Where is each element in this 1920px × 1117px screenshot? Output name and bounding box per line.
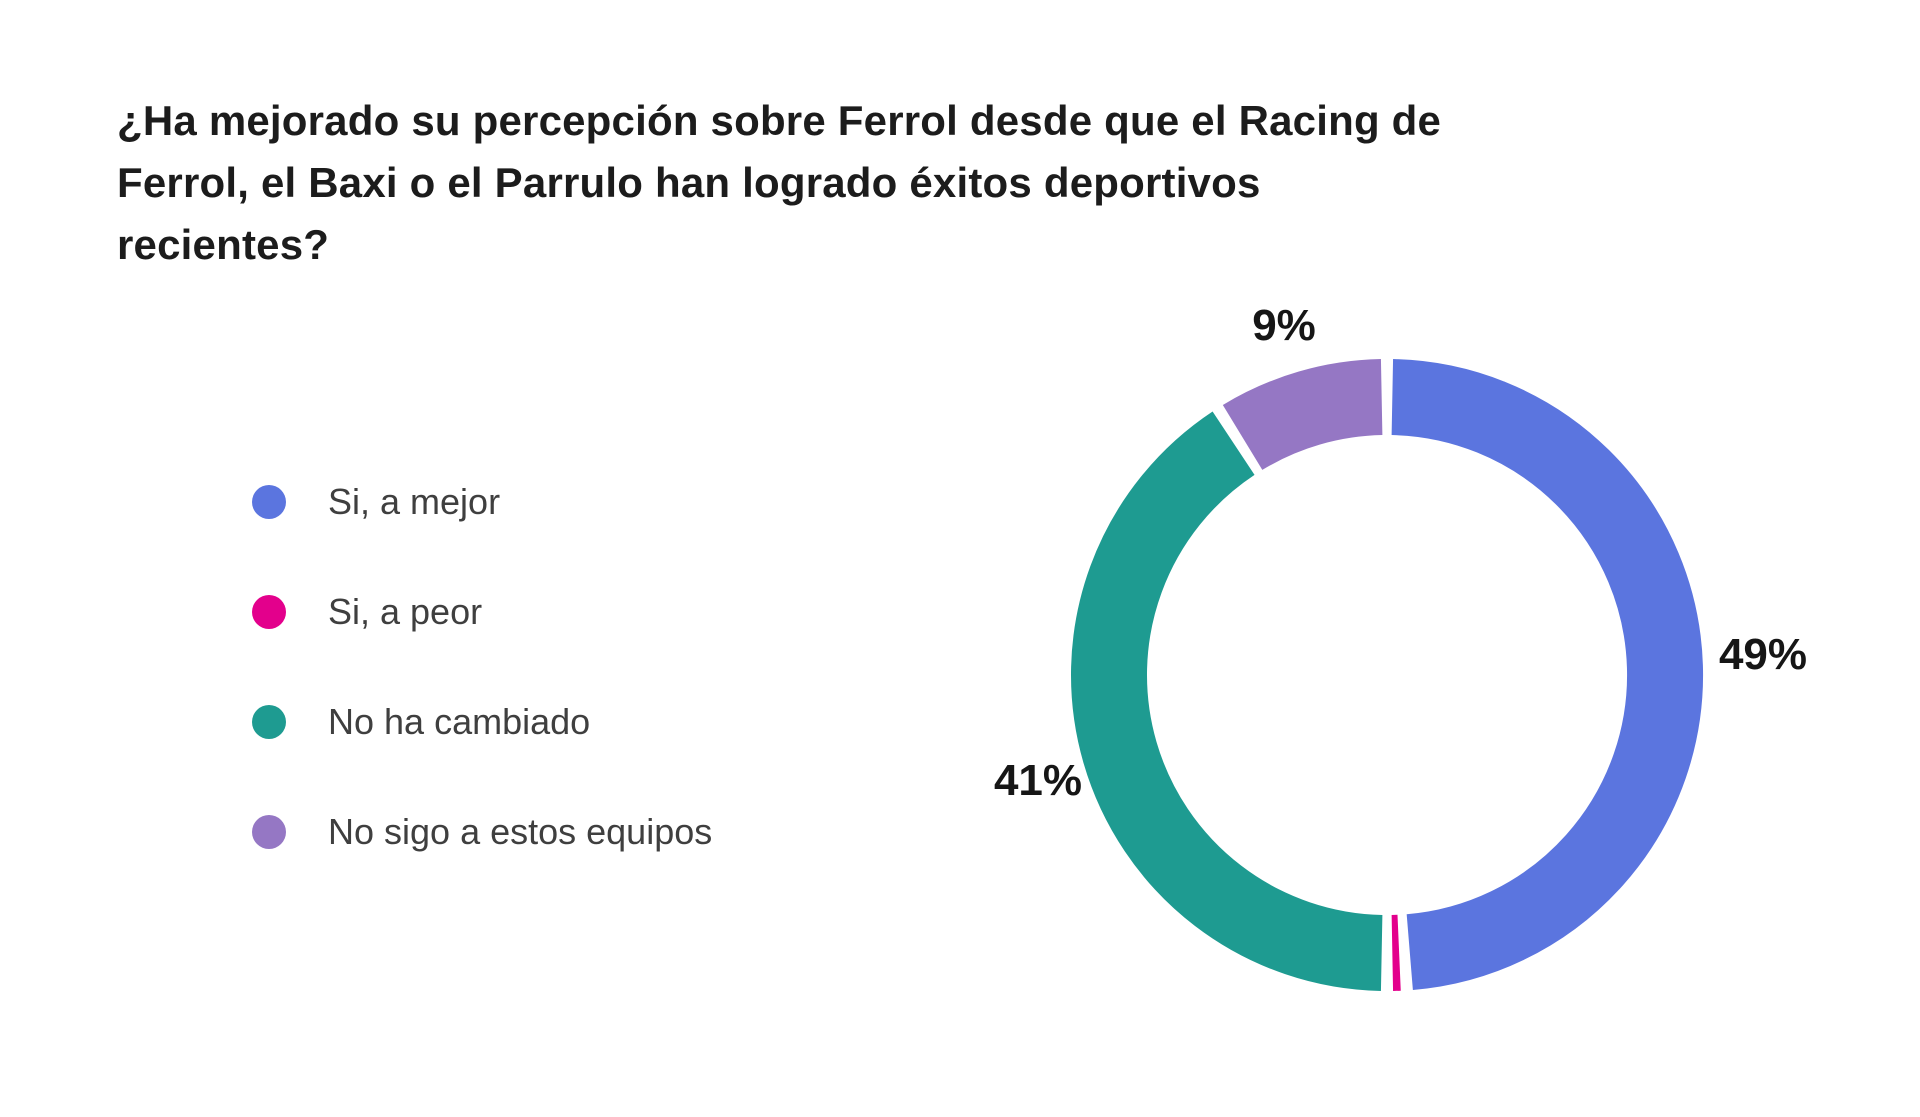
legend-item-si-a-mejor: Si, a mejor — [252, 447, 712, 557]
slice-label-si-a-mejor: 49% — [1718, 630, 1808, 679]
legend-swatch-icon — [252, 705, 286, 739]
legend-item-label: Si, a peor — [328, 591, 483, 632]
legend-item-si-a-peor: Si, a peor — [252, 557, 712, 667]
legend-swatch-icon — [252, 815, 286, 849]
donut-segment-0[interactable] — [1391, 359, 1704, 990]
question-title: ¿Ha mejorado su percepción sobre Ferrol … — [117, 97, 1442, 268]
donut-segment-3[interactable] — [1222, 359, 1384, 471]
legend-swatch-icon — [252, 595, 286, 629]
slice-label-no-ha-cambiado: 41% — [993, 756, 1083, 805]
legend-item-no-sigo-a-estos-equipos: No sigo a estos equipos — [252, 777, 712, 887]
legend: Si, a mejor Si, a peor No ha cambiado No… — [252, 447, 712, 887]
legend-item-label: Si, a mejor — [328, 481, 501, 522]
donut-segment-2[interactable] — [1071, 411, 1383, 991]
legend-item-label: No ha cambiado — [328, 701, 591, 742]
slice-label-no-sigo-a-estos-equipos: 9% — [1252, 301, 1316, 350]
legend-item-label: No sigo a estos equipos — [328, 811, 713, 852]
legend-item-no-ha-cambiado: No ha cambiado — [252, 667, 712, 777]
legend-swatch-icon — [252, 485, 286, 519]
